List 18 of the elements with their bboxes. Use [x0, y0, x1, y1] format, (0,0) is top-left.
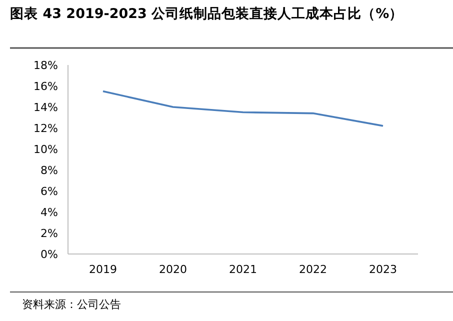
y-tick-label: 10% [34, 142, 58, 156]
x-tick-label: 2022 [299, 263, 327, 276]
y-tick-label: 2% [40, 226, 58, 240]
x-tick-label: 2021 [229, 263, 257, 276]
x-tick-label: 2023 [369, 263, 397, 276]
line-series [102, 90, 384, 127]
y-tick-label: 8% [40, 164, 58, 177]
y-tick-label: 0% [40, 248, 58, 261]
y-tick-label: 12% [34, 122, 58, 135]
y-tick-label: 16% [34, 80, 58, 93]
y-tick-label: 18% [34, 58, 58, 72]
y-tick-label: 14% [34, 100, 58, 114]
x-tick-label: 2020 [159, 263, 187, 276]
text: 资料来源：公司公告 [22, 298, 121, 311]
x-tick-label: 2019 [89, 263, 117, 276]
y-tick-label: 4% [40, 206, 58, 219]
y-tick-label: 6% [40, 184, 58, 198]
chart-title: 图表 43 2019-2023 公司纸制品包装直接人工成本占比（%） [10, 5, 404, 22]
